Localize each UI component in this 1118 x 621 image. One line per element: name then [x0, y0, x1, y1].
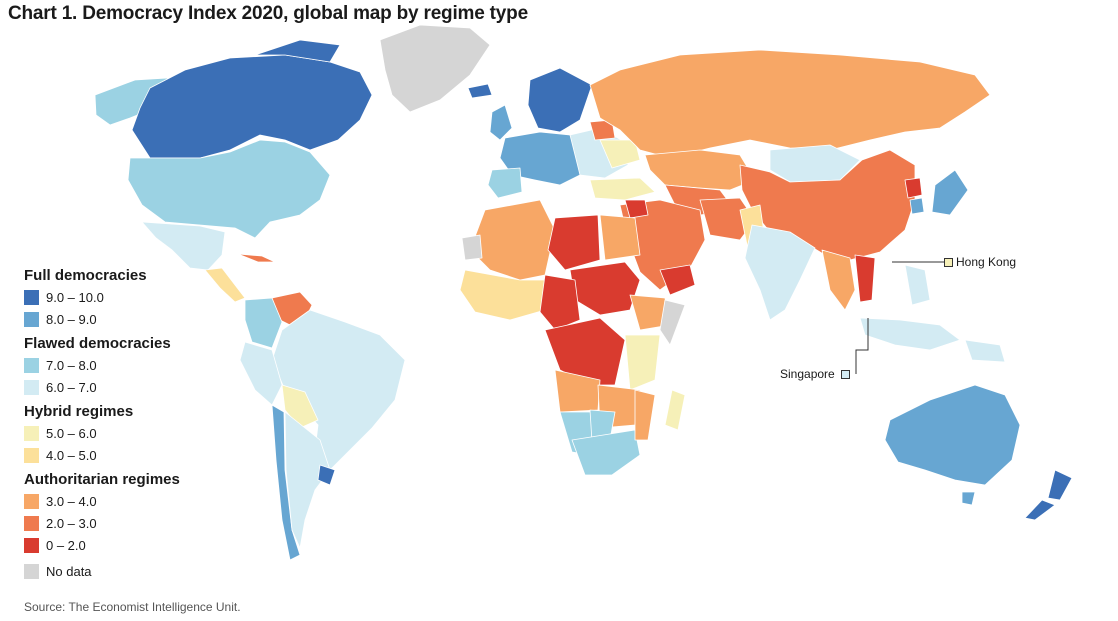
- legend-swatch: [24, 357, 39, 373]
- legend-item: 8.0 – 9.0: [24, 308, 224, 330]
- region-indonesia: [859, 317, 961, 351]
- legend-swatch: [24, 447, 39, 463]
- legend-group-title: Hybrid regimes: [24, 403, 134, 420]
- legend-item: 4.0 – 5.0: [24, 444, 224, 466]
- legend-item-label: 3.0 – 4.0: [46, 493, 97, 509]
- region-kazakhstan: [644, 149, 756, 191]
- legend-item-label: 0 – 2.0: [46, 537, 86, 553]
- legend-swatch: [24, 563, 39, 579]
- legend-item-label: No data: [46, 563, 92, 579]
- region-bolivia: [281, 384, 319, 429]
- singapore-leader-line: [855, 318, 869, 374]
- region-north-korea: [904, 177, 923, 199]
- hong-kong-label: Hong Kong: [956, 255, 1017, 269]
- chart-title: Chart 1. Democracy Index 2020, global ma…: [8, 3, 528, 24]
- region-mozambique: [634, 389, 656, 441]
- legend-group-title: Flawed democracies: [24, 335, 171, 352]
- region-turkey: [589, 177, 656, 201]
- region-yemen: [659, 264, 696, 296]
- legend-group-hybrid-regimes: Hybrid regimes 5.0 – 6.0 4.0 – 5.0: [24, 402, 224, 466]
- region-australia: [884, 384, 1021, 486]
- legend-swatch: [24, 311, 39, 327]
- source-note: Source: The Economist Intelligence Unit.: [24, 600, 241, 614]
- region-japan: [931, 169, 969, 216]
- legend-group-title: Authoritarian regimes: [24, 471, 180, 488]
- region-egypt: [599, 214, 641, 261]
- legend-swatch: [24, 379, 39, 395]
- region-west-africa: [459, 269, 546, 321]
- region-syria: [624, 199, 649, 219]
- region-canada-islands: [254, 39, 341, 63]
- legend-group-authoritarian-regimes: Authoritarian regimes 3.0 – 4.0 2.0 – 3.…: [24, 470, 224, 556]
- legend-group-flawed-democracies: Flawed democracies 7.0 – 8.0 6.0 – 7.0: [24, 334, 224, 398]
- legend-item-label: 9.0 – 10.0: [46, 289, 104, 305]
- region-scandinavia: [527, 67, 593, 133]
- region-sudan: [569, 261, 641, 316]
- legend-item: 3.0 – 4.0: [24, 490, 224, 512]
- legend-item: 7.0 – 8.0: [24, 354, 224, 376]
- singapore-marker: [841, 370, 850, 379]
- legend-item: 9.0 – 10.0: [24, 286, 224, 308]
- legend-item: 6.0 – 7.0: [24, 376, 224, 398]
- region-uk: [489, 104, 513, 141]
- region-south-korea: [909, 197, 925, 215]
- legend-swatch: [24, 425, 39, 441]
- region-western-europe: [499, 131, 591, 186]
- legend-group-title: Full democracies: [24, 267, 147, 284]
- region-greenland: [379, 24, 491, 113]
- region-iberia: [487, 167, 523, 199]
- region-north-africa-west: [469, 199, 556, 281]
- region-argentina: [284, 411, 331, 549]
- legend-item-label: 4.0 – 5.0: [46, 447, 97, 463]
- region-philippines: [904, 264, 931, 306]
- legend-swatch: [24, 537, 39, 553]
- region-mexico: [141, 221, 226, 271]
- region-central-africa: [544, 317, 626, 386]
- legend-item: 0 – 2.0: [24, 534, 224, 556]
- region-colombia: [244, 297, 283, 349]
- region-chile: [271, 404, 301, 561]
- legend-swatch: [24, 289, 39, 305]
- region-central-america: [204, 267, 246, 303]
- legend-item: 5.0 – 6.0: [24, 422, 224, 444]
- region-iceland: [467, 83, 493, 99]
- legend-item-label: 8.0 – 9.0: [46, 311, 97, 327]
- legend-item-label: 2.0 – 3.0: [46, 515, 97, 531]
- region-canada: [131, 54, 373, 159]
- region-uruguay: [317, 464, 336, 486]
- region-south-africa: [571, 429, 641, 476]
- region-tasmania: [961, 491, 976, 506]
- region-russia: [589, 49, 991, 159]
- legend-swatch: [24, 493, 39, 509]
- legend-item-no-data: No data: [24, 560, 224, 582]
- legend-item-label: 6.0 – 7.0: [46, 379, 97, 395]
- legend: Full democracies 9.0 – 10.0 8.0 – 9.0 Fl…: [24, 266, 224, 582]
- region-new-zealand: [1047, 469, 1073, 501]
- legend-item-label: 5.0 – 6.0: [46, 425, 97, 441]
- region-chad-car: [539, 274, 581, 331]
- region-usa: [127, 139, 331, 239]
- region-madagascar: [664, 389, 686, 431]
- region-myanmar-thailand: [821, 249, 856, 311]
- legend-item-label: 7.0 – 8.0: [46, 357, 97, 373]
- region-new-zealand-south: [1024, 499, 1056, 521]
- legend-group-full-democracies: Full democracies 9.0 – 10.0 8.0 – 9.0: [24, 266, 224, 330]
- region-india: [744, 224, 816, 321]
- region-somalia: [659, 299, 686, 346]
- legend-swatch: [24, 515, 39, 531]
- region-libya: [547, 214, 601, 271]
- singapore-label: Singapore: [780, 367, 835, 381]
- legend-item: 2.0 – 3.0: [24, 512, 224, 534]
- region-western-sahara: [461, 234, 483, 261]
- region-ukraine: [599, 139, 641, 169]
- hong-kong-marker: [944, 258, 953, 267]
- region-angola: [554, 369, 601, 413]
- region-vietnam: [854, 254, 876, 303]
- region-east-africa: [624, 334, 661, 391]
- region-cuba: [237, 253, 276, 263]
- region-png: [964, 339, 1006, 363]
